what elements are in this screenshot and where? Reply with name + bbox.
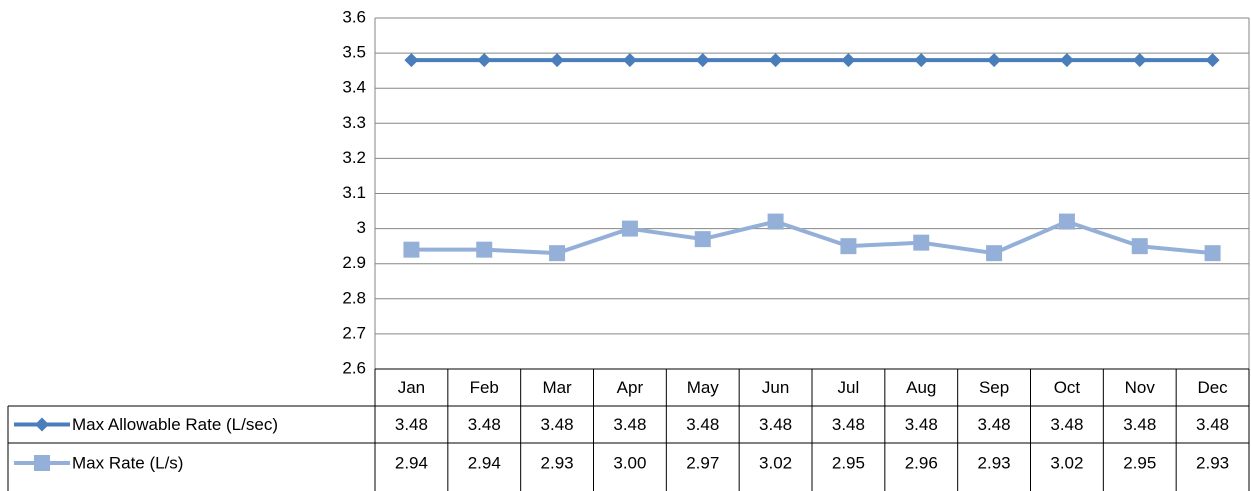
marker [1132,53,1147,68]
table-value: 3.48 [978,415,1011,434]
x-tick-label: Apr [617,378,644,397]
table-value: 2.94 [395,453,428,472]
table-value: 2.94 [468,453,501,472]
table-value: 3.48 [613,415,646,434]
marker [840,238,857,255]
x-tick-label: Jul [838,378,860,397]
y-tick-label: 3.2 [342,148,366,167]
table-value: 3.00 [613,453,646,472]
marker [914,53,929,68]
x-tick-label: Nov [1125,378,1156,397]
y-tick-label: 3.4 [342,78,366,97]
marker [476,241,493,258]
y-tick-label: 2.7 [342,323,366,342]
y-tick-label: 2.6 [342,358,366,377]
marker [987,53,1002,68]
y-tick-label: 3.6 [342,7,366,26]
table-value: 2.95 [832,453,865,472]
marker [1059,53,1074,68]
marker [550,53,565,68]
marker [913,234,930,251]
x-tick-label: May [687,378,720,397]
table-value: 3.48 [541,415,574,434]
y-tick-label: 3.3 [342,113,366,132]
y-tick-label: 3 [357,218,366,237]
marker [986,245,1003,262]
marker [403,241,420,258]
table-value: 2.93 [978,453,1011,472]
table-value: 2.95 [1123,453,1156,472]
marker [1205,53,1220,68]
table-value: 2.96 [905,453,938,472]
x-tick-label: Feb [470,378,499,397]
table-value: 3.48 [395,415,428,434]
x-tick-label: Sep [979,378,1009,397]
marker [1058,213,1075,230]
marker [767,213,784,230]
marker [477,53,492,68]
legend-label: Max Allowable Rate (L/sec) [72,415,278,434]
marker [841,53,856,68]
marker [404,53,419,68]
table-value: 2.97 [686,453,719,472]
line [411,219,1213,256]
marker [549,245,566,262]
x-tick-label: Oct [1054,378,1081,397]
legend-marker [34,455,50,471]
marker [621,220,638,237]
marker [1204,245,1221,262]
table-value: 3.48 [832,415,865,434]
table-value: 3.48 [1050,415,1083,434]
table-value: 3.48 [686,415,719,434]
marker [622,53,637,68]
y-tick-label: 2.8 [342,288,366,307]
table-value: 2.93 [1196,453,1229,472]
legend-marker [35,417,49,432]
marker [1131,238,1148,255]
x-tick-label: Jan [398,378,425,397]
legend-label: Max Rate (L/s) [72,453,183,472]
x-tick-label: Jun [762,378,789,397]
table-value: 3.48 [468,415,501,434]
marker [694,231,711,248]
x-tick-label: Dec [1197,378,1228,397]
table-value: 3.02 [759,453,792,472]
table-value: 3.48 [759,415,792,434]
marker [768,53,783,68]
table-value: 3.48 [1196,415,1229,434]
table-value: 3.48 [1123,415,1156,434]
y-tick-label: 3.1 [342,183,366,202]
y-tick-label: 2.9 [342,253,366,272]
marker [695,53,710,68]
table-value: 2.93 [541,453,574,472]
x-tick-label: Aug [906,378,936,397]
x-tick-label: Mar [542,378,572,397]
y-tick-label: 3.5 [342,43,366,62]
table-value: 3.48 [905,415,938,434]
table-value: 3.02 [1050,453,1083,472]
